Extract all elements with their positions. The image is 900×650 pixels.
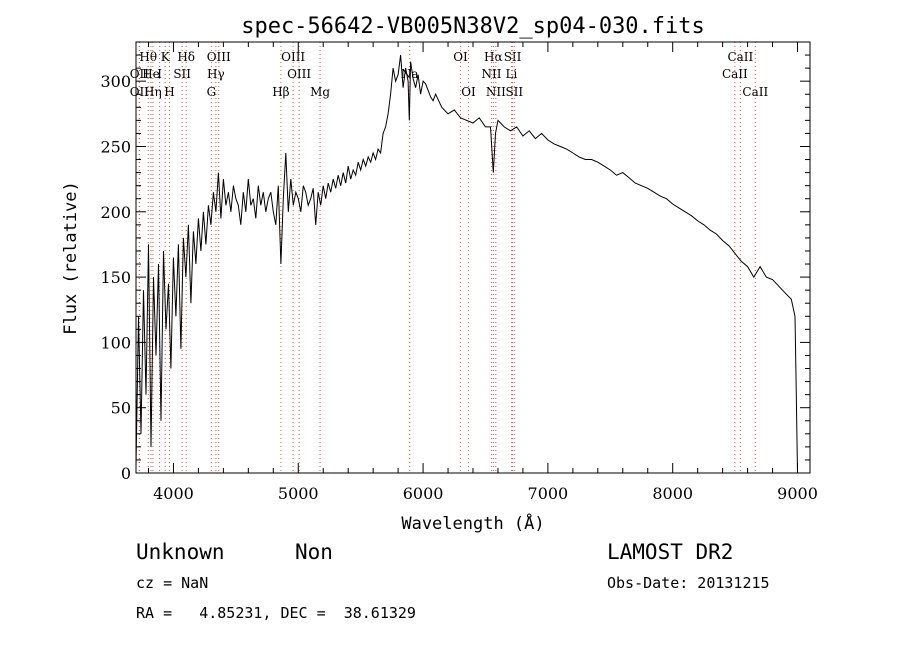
y-tick-label: 100 [100,333,131,352]
spectral-line-label: OI [453,50,468,64]
y-tick-label: 200 [100,203,131,222]
spectral-line-label: Hα [484,50,503,64]
x-axis-label: Wavelength (Å) [401,512,544,534]
spectral-line-label: K [161,50,171,64]
spectral-line-label: Li [506,67,518,81]
spectral-line-label: Hβ [272,85,289,99]
y-tick-label: 50 [111,399,131,418]
x-tick-label: 6000 [403,484,444,503]
x-tick-label: 4000 [153,484,194,503]
spectral-line-label: SII [173,67,191,81]
spectral-line-label: OII [130,85,150,99]
spectral-line-label: CaII [727,50,753,64]
spectral-line-label: G [207,85,217,99]
spectral-line-label: SII [505,85,523,99]
spectral-line-label: SII [504,50,522,64]
axes: 4000 5000 6000 7000 8000 9000 0 50 100 150 200 250 3… [100,41,818,503]
obs-date: Obs-Date: 20131215 [607,574,770,592]
y-axis-label: Flux (relative) [61,181,81,335]
spectral-line-label: Hθ [139,50,157,64]
spectral-line-label: Hη [144,85,162,99]
x-tick-label: 9000 [777,484,818,503]
spectral-line-label: OIII [281,50,305,64]
spectral-line-label: H [164,85,174,99]
coordinates-text: RA = 4.85231, DEC = 38.61329 [136,604,416,622]
spectrum-line [135,55,798,474]
survey-name: LAMOST DR2 [607,540,734,564]
chart-title: spec-56642-VB005N38V2_sp04-030.fits [241,14,705,39]
x-tick-label: 8000 [652,484,693,503]
spectral-line-label: CaII [742,85,768,99]
x-tick-label: 7000 [528,484,569,503]
redshift-text: cz = NaN [136,574,209,592]
spectral-line-label: Mg [310,85,330,99]
spectral-line-label: Hδ [177,50,195,64]
spectral-line-label: Hγ [207,67,225,81]
y-tick-label: 250 [100,137,131,156]
spectral-line-label: NII [481,67,501,81]
spectral-line-label: CaII [722,67,748,81]
object-subclass: Non [295,540,333,564]
y-tick-label: 150 [100,268,131,287]
spectral-line-label: NII [486,85,506,99]
spectral-line-label: He [142,67,160,81]
spectral-line-label: OIII [287,67,311,81]
x-tick-label: 5000 [278,484,319,503]
y-tick-label: 0 [121,464,131,483]
spectral-line-label: I [157,67,162,81]
plot-frame [135,41,811,474]
spectrum-series [135,55,798,474]
spectral-line-label: OIII [207,50,231,64]
object-class: Unknown [136,540,225,564]
spectral-line-label: OI [461,85,476,99]
y-tick-label: 300 [100,72,131,91]
